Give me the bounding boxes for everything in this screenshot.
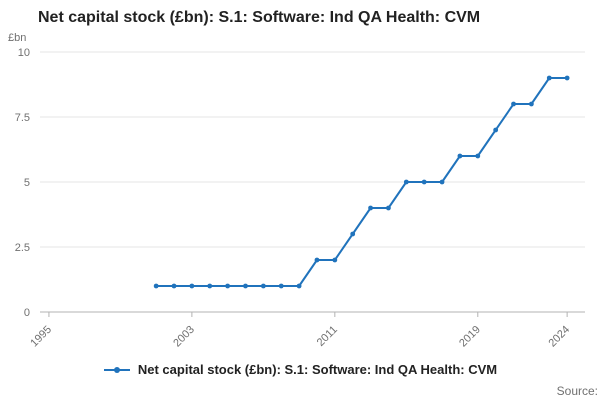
x-tick-label: 2011 — [315, 324, 340, 349]
data-point-marker[interactable] — [171, 283, 177, 289]
data-point-marker[interactable] — [296, 283, 302, 289]
data-point-marker[interactable] — [493, 127, 499, 133]
data-point-marker[interactable] — [243, 283, 248, 289]
y-tick-label: 10 — [18, 47, 30, 59]
data-point-marker[interactable] — [511, 101, 516, 107]
x-tick-label: 2019 — [457, 324, 483, 350]
data-point-marker[interactable] — [403, 179, 409, 185]
data-point-marker[interactable] — [189, 283, 195, 289]
data-point-marker[interactable] — [350, 231, 356, 237]
data-point-marker[interactable] — [332, 257, 338, 263]
source-label: Source: — [556, 384, 598, 398]
data-point-marker[interactable] — [368, 205, 373, 211]
y-tick-label: 0 — [24, 307, 30, 319]
y-tick-label: 5 — [24, 177, 30, 189]
x-tick-label: 2024 — [546, 324, 572, 350]
data-point-marker[interactable] — [314, 257, 320, 263]
data-point-marker[interactable] — [528, 101, 534, 107]
x-tick-label: 1995 — [28, 324, 54, 350]
legend-line-dot-marker-icon — [103, 366, 130, 373]
data-point-marker[interactable] — [475, 153, 481, 159]
y-axis-unit-label: £bn — [8, 32, 27, 44]
data-point-marker[interactable] — [564, 75, 570, 81]
line-chart-plot-area[interactable]: 0 2.5 5 7.5 10 1995 2003 2011 2019 2024 — [0, 0, 600, 358]
data-point-marker[interactable] — [421, 179, 427, 185]
data-point-marker[interactable] — [546, 75, 552, 81]
data-series-line — [155, 77, 569, 287]
data-point-marker[interactable] — [225, 283, 231, 289]
legend-label: Net capital stock (£bn): S.1: Software: … — [137, 362, 498, 377]
data-point-marker[interactable] — [260, 283, 266, 289]
data-point-marker[interactable] — [278, 283, 284, 289]
data-point-marker[interactable] — [439, 179, 445, 185]
y-tick-label: 2.5 — [15, 242, 30, 254]
data-point-marker[interactable] — [153, 283, 159, 289]
legend-item[interactable]: Net capital stock (£bn): S.1: Software: … — [0, 362, 600, 377]
data-point-marker[interactable] — [457, 153, 463, 159]
chart-title: Net capital stock (£bn): S.1: Software: … — [38, 9, 481, 26]
x-tick-label: 2003 — [171, 324, 197, 350]
data-point-marker[interactable] — [386, 205, 391, 211]
y-tick-label: 7.5 — [15, 112, 30, 124]
data-point-marker[interactable] — [207, 283, 213, 289]
